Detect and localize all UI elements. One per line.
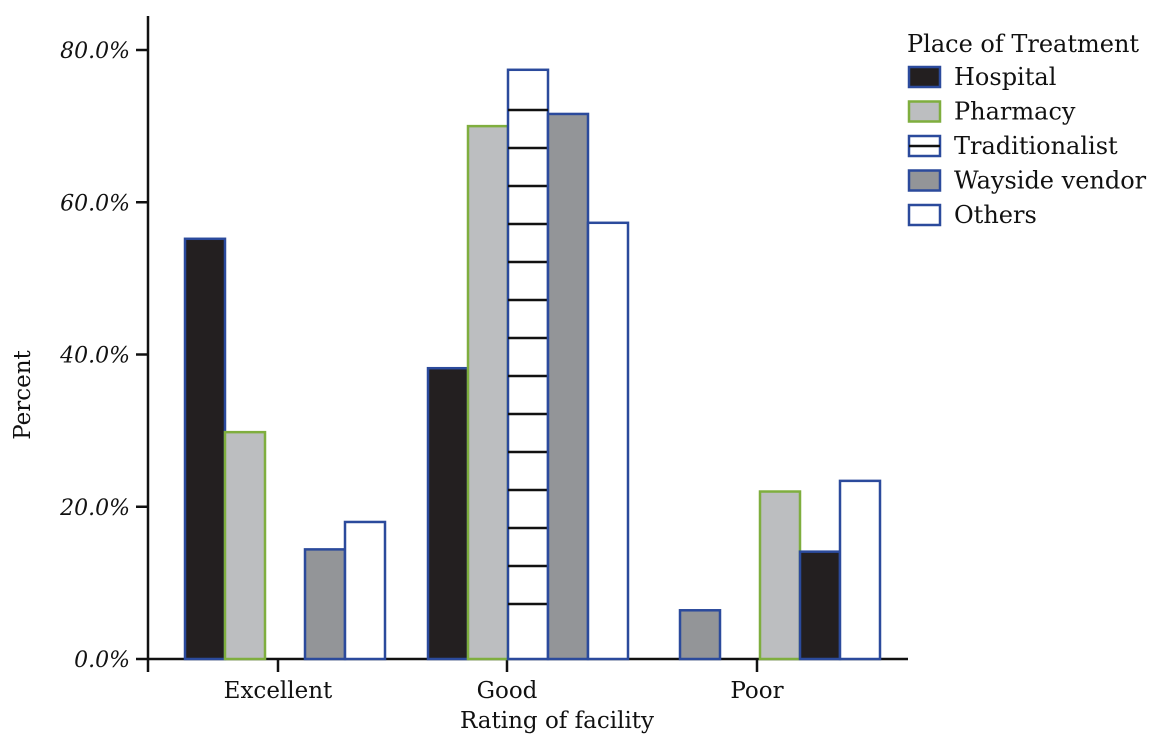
y-tick-label: 80.0% [60,39,130,64]
chart-axes: 0.0% 20.0% 40.0% 60.0% 80.0% Excellent Good Poo… [10,16,908,734]
bar-poor-others [838,479,882,661]
bar-poor-wayside-vendor [678,609,722,661]
bar-rect [343,520,387,661]
bar-rect [223,430,267,661]
chart-bars [183,68,882,661]
x-axis-title: Rating of facility [460,708,654,734]
bar-rect [546,112,590,661]
bar-rect [303,548,347,661]
bar-good-pharmacy [466,124,510,661]
legend-swatch [907,203,942,227]
legend-swatch [907,169,942,192]
legend-title: Place of Treatment [907,30,1139,58]
legend-item-hospital: Hospital [907,63,1056,91]
bar-excellent-pharmacy [223,430,267,661]
bar-good-wayside-vendor [546,112,590,661]
x-tick-label-excellent: Excellent [224,678,333,704]
bar-poor-hospital [798,550,842,661]
bar-rect [838,479,882,661]
legend-item-others: Others [907,201,1037,229]
bar-rect [426,366,470,661]
bar-good-traditionalist [506,68,550,661]
legend-item-traditionalist: Traditionalist [907,132,1118,160]
y-axis-title: Percent [10,349,36,439]
legend-swatch [907,65,942,89]
y-tick-label: 20.0% [59,496,130,521]
x-tick-label-poor: Poor [730,678,783,704]
bar-rect [183,237,227,661]
bar-rect [798,550,842,661]
bar-excellent-hospital [183,237,227,661]
chart-legend: Place of Treatment Hospital Pharmacy Tradit… [907,30,1147,229]
legend-swatch [907,100,942,123]
bar-good-hospital [426,366,470,661]
bar-poor-pharmacy [758,490,802,661]
bar-rect [466,124,510,661]
legend-item-pharmacy: Pharmacy [907,98,1076,126]
y-tick-label: 60.0% [60,191,130,216]
y-tick-label: 40.0% [59,344,130,369]
legend-label: Hospital [954,63,1056,91]
y-tick-label: 0.0% [74,648,130,673]
bar-excellent-others [343,520,387,661]
x-tick-label-good: Good [477,678,538,704]
bar-rect [678,609,722,661]
legend-label: Wayside vendor [954,167,1147,195]
bar-rect [506,68,550,661]
legend-label: Pharmacy [954,98,1076,126]
bar-excellent-wayside-vendor [303,548,347,661]
bar-rect [758,490,802,661]
bar-rect [586,221,630,661]
legend-label: Others [954,201,1037,229]
legend-item-wayside-vendor: Wayside vendor [907,167,1147,195]
bar-good-others [586,221,630,661]
legend-label: Traditionalist [954,132,1118,160]
